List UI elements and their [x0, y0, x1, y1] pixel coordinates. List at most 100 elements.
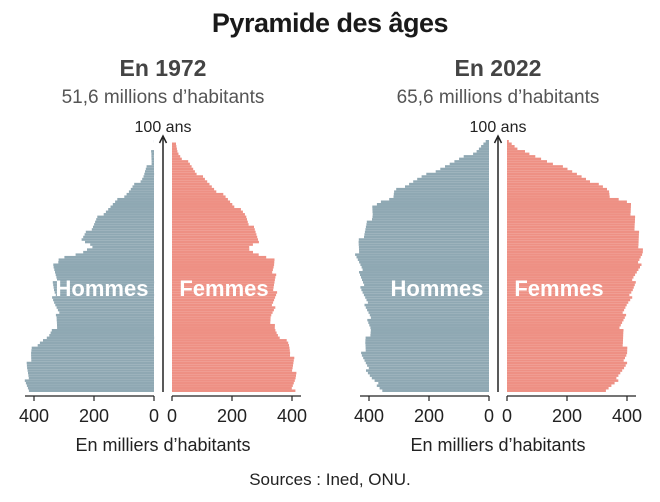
bar-age-92 — [507, 157, 542, 161]
bar-age-40 — [172, 288, 274, 292]
axis-title: En milliers d’habitants — [410, 435, 585, 455]
bar-age-47 — [359, 271, 489, 274]
bar-age-43 — [52, 281, 155, 284]
bar-age-40 — [54, 288, 154, 292]
bar-age-82 — [134, 182, 154, 186]
bar-age-77 — [507, 195, 610, 198]
bar-age-36 — [507, 298, 631, 302]
bar-age-49 — [507, 266, 640, 269]
bar-age-34 — [364, 303, 489, 307]
bar-age-26 — [369, 323, 489, 327]
bar-age-36 — [366, 298, 489, 302]
bar-age-88 — [440, 167, 489, 171]
tick-label-right-200: 200 — [552, 406, 582, 426]
bar-age-5 — [28, 376, 154, 380]
bar-age-14 — [31, 354, 155, 357]
bar-age-92 — [151, 157, 154, 161]
bar-age-67 — [507, 220, 635, 224]
bar-age-35 — [172, 301, 274, 304]
bar-age-69 — [97, 215, 154, 219]
bar-age-50 — [507, 263, 642, 266]
bar-age-67 — [172, 220, 248, 224]
bar-age-48 — [362, 268, 489, 272]
bar-age-74 — [376, 203, 489, 206]
bar-age-0 — [507, 389, 606, 392]
age-axis-arrow — [493, 134, 503, 144]
bar-age-71 — [507, 210, 631, 214]
bar-age-44 — [507, 278, 633, 282]
bar-age-54 — [172, 253, 259, 256]
tick-label-right-200: 200 — [217, 406, 247, 426]
bar-age-25 — [57, 326, 154, 329]
bar-age-35 — [507, 301, 629, 304]
bar-age-99 — [485, 140, 489, 143]
bar-age-55 — [172, 250, 253, 254]
bar-age-68 — [507, 218, 635, 221]
bar-age-39 — [362, 291, 489, 294]
bar-age-96 — [507, 147, 518, 151]
bar-age-33 — [172, 306, 276, 309]
bar-age-94 — [151, 152, 154, 156]
bar-age-69 — [507, 215, 636, 219]
bar-age-43 — [363, 281, 489, 284]
bar-age-22 — [49, 334, 154, 337]
bar-age-12 — [31, 359, 154, 362]
axis-title: En milliers d’habitants — [75, 435, 250, 455]
bar-age-89 — [146, 165, 154, 168]
bar-age-70 — [372, 213, 489, 216]
bar-age-12 — [507, 359, 624, 362]
bar-age-26 — [172, 323, 275, 327]
bar-age-15 — [507, 351, 628, 355]
bar-age-36 — [172, 298, 275, 302]
bar-age-47 — [172, 271, 273, 274]
bar-age-28 — [172, 318, 271, 322]
bar-age-62 — [172, 233, 257, 236]
bar-age-37 — [52, 296, 154, 299]
bar-age-97 — [507, 145, 515, 148]
bar-age-5 — [172, 376, 296, 380]
bar-age-23 — [172, 331, 277, 335]
bar-age-18 — [37, 344, 155, 347]
bar-age-26 — [57, 323, 154, 327]
bar-age-57 — [92, 245, 154, 249]
bar-age-94 — [507, 152, 530, 156]
bar-age-37 — [507, 296, 633, 299]
bar-age-75 — [507, 200, 627, 203]
bar-age-14 — [361, 354, 489, 357]
tick-label-left-400: 400 — [19, 406, 49, 426]
bar-age-64 — [365, 228, 489, 231]
bar-age-49 — [172, 266, 274, 269]
tick-label-right-400: 400 — [277, 406, 307, 426]
bar-age-83 — [140, 180, 154, 183]
age-axis-label: 100 ans — [470, 119, 527, 136]
bar-age-68 — [96, 218, 154, 221]
bar-age-40 — [507, 288, 633, 292]
bar-age-33 — [507, 306, 626, 309]
bar-age-87 — [435, 170, 489, 173]
bar-age-95 — [476, 150, 489, 153]
bar-age-1 — [172, 386, 292, 390]
bar-age-42 — [53, 283, 155, 287]
bar-age-28 — [507, 318, 624, 322]
bar-age-3 — [172, 381, 294, 385]
bar-age-91 — [151, 160, 154, 163]
series-hommes — [355, 140, 489, 392]
bar-age-59 — [85, 240, 154, 244]
bar-age-71 — [372, 210, 489, 214]
bar-age-84 — [172, 177, 205, 181]
bar-age-95 — [507, 150, 525, 153]
bar-age-53 — [64, 255, 154, 259]
bar-age-0 — [28, 389, 154, 392]
bar-age-14 — [507, 354, 627, 357]
bar-age-52 — [172, 258, 275, 261]
bar-age-20 — [365, 339, 489, 342]
bar-age-67 — [95, 220, 154, 224]
bar-age-37 — [365, 296, 489, 299]
bar-age-21 — [172, 336, 280, 340]
bar-age-8 — [366, 369, 489, 372]
bar-age-76 — [389, 197, 489, 201]
bar-age-65 — [507, 225, 635, 229]
bar-age-58 — [90, 243, 154, 246]
bar-age-22 — [507, 334, 624, 337]
bar-age-75 — [115, 200, 154, 203]
